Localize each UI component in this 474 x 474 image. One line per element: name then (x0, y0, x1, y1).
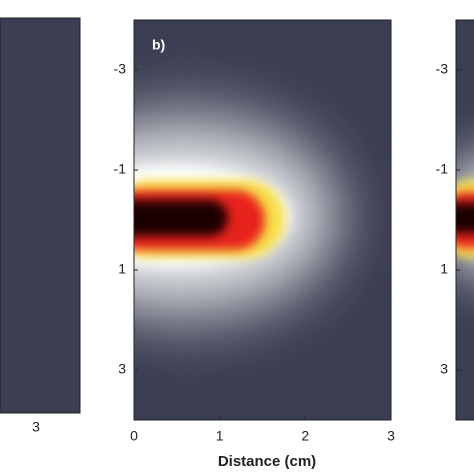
panel-c-frame (455, 19, 474, 421)
y-tick-label: 3 (440, 361, 448, 377)
x-tick-label: 3 (387, 428, 395, 444)
x-tick-label: 1 (216, 428, 224, 444)
y-tick-label: -1 (114, 161, 127, 177)
x-axis-label: Distance (cm) (218, 453, 316, 470)
y-tick-label: 1 (440, 261, 448, 277)
y-tick-label: 1 (118, 261, 126, 277)
heatmap-b (134, 20, 391, 420)
y-tick-label: 3 (118, 361, 126, 377)
panel-b-frame (133, 19, 392, 421)
x-tick-label: 3 (32, 419, 40, 435)
y-tick-label: -1 (436, 161, 449, 177)
y-tick-label: -3 (436, 61, 449, 77)
y-tick-label: -3 (114, 61, 127, 77)
x-tick-label: 2 (301, 428, 309, 444)
heatmap-c (456, 20, 474, 420)
panel-a (0, 17, 81, 414)
panel-label: b) (152, 37, 165, 53)
x-tick-label: 0 (130, 428, 138, 444)
